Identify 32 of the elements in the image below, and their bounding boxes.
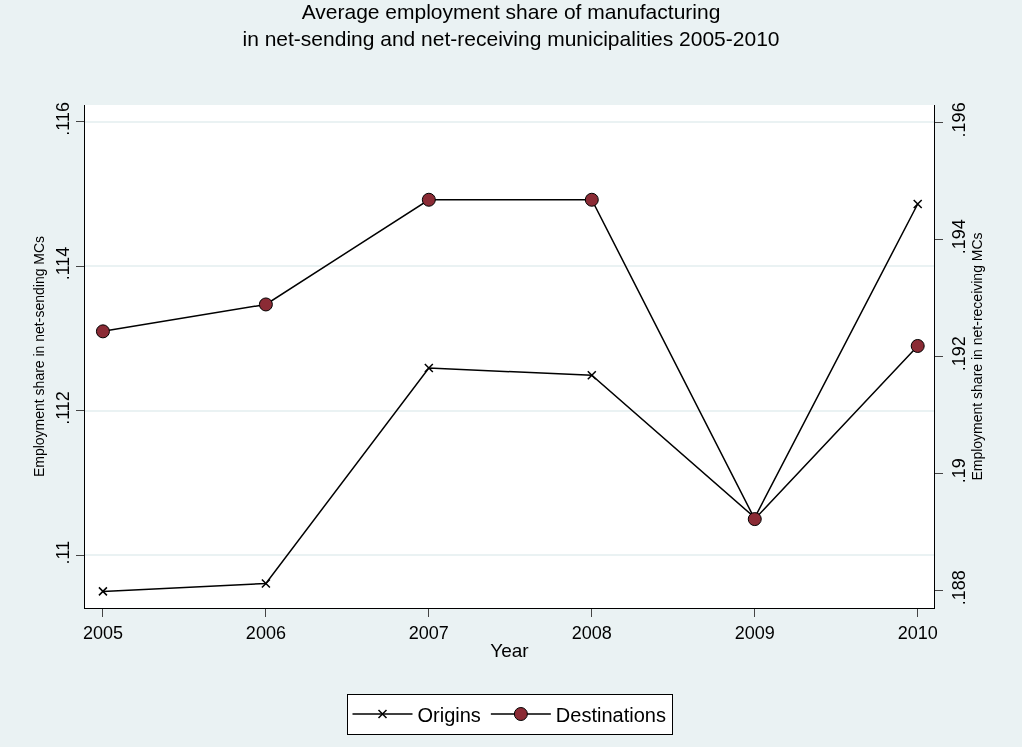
legend-label: Destinations bbox=[555, 703, 666, 726]
point bbox=[261, 578, 271, 589]
legend-label: Origins bbox=[417, 703, 481, 726]
point bbox=[258, 297, 273, 312]
y2-tick-label: .188 bbox=[948, 570, 969, 606]
point bbox=[95, 324, 110, 339]
y-axis-title: Employment share in net-sending MCs bbox=[31, 235, 48, 478]
point bbox=[912, 199, 923, 209]
x-axis-title: Year bbox=[490, 640, 530, 662]
point bbox=[424, 363, 434, 373]
y-tick-label: .112 bbox=[52, 391, 73, 425]
x-tick-label: 2009 bbox=[734, 622, 775, 643]
x-tick-label: 2006 bbox=[245, 622, 286, 643]
point bbox=[910, 338, 925, 353]
chart-title: Average employment share of manufacturing in net-sending and net-receiving municipalities 2005-2010 bbox=[242, 0, 780, 50]
y2-tick-label: .192 bbox=[948, 336, 969, 372]
x-tick-label: 2010 bbox=[897, 622, 938, 643]
x-tick-label: 2008 bbox=[571, 622, 612, 643]
point bbox=[584, 192, 599, 207]
y-tick-label: .11 bbox=[52, 540, 73, 565]
point bbox=[587, 370, 597, 381]
y2-axis-title: Employment share in net-receiving MCs bbox=[968, 232, 985, 481]
point bbox=[98, 586, 108, 597]
y2-tick-label: .196 bbox=[948, 102, 969, 138]
point bbox=[421, 192, 436, 207]
y-tick-label: .114 bbox=[52, 246, 73, 281]
x-tick-label: 2007 bbox=[408, 622, 449, 643]
point bbox=[747, 512, 762, 527]
y2-tick-label: .19 bbox=[948, 458, 969, 484]
y-tick-label: .116 bbox=[52, 102, 73, 136]
x-tick-label: 2005 bbox=[82, 622, 123, 643]
y2-tick-label: .194 bbox=[948, 219, 969, 255]
